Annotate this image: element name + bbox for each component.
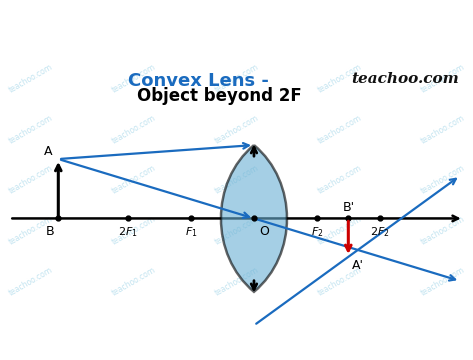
- Text: A: A: [44, 145, 53, 158]
- Text: teachoo.com: teachoo.com: [110, 164, 157, 196]
- Text: teachoo.com: teachoo.com: [110, 113, 157, 145]
- Text: teachoo.com: teachoo.com: [316, 63, 363, 95]
- Text: O: O: [260, 225, 270, 238]
- Text: teachoo.com: teachoo.com: [213, 113, 260, 145]
- Text: B': B': [342, 201, 354, 214]
- Text: teachoo.com: teachoo.com: [316, 265, 363, 297]
- Text: teachoo.com: teachoo.com: [419, 265, 466, 297]
- Text: teachoo.com: teachoo.com: [213, 164, 260, 196]
- Text: $F_2$: $F_2$: [311, 225, 323, 239]
- Text: A': A': [352, 259, 364, 272]
- Text: teachoo.com: teachoo.com: [110, 63, 157, 95]
- Text: teachoo.com: teachoo.com: [351, 72, 459, 86]
- Text: Object beyond 2F: Object beyond 2F: [137, 87, 301, 105]
- Text: teachoo.com: teachoo.com: [7, 215, 54, 247]
- Text: teachoo.com: teachoo.com: [213, 215, 260, 247]
- Text: teachoo.com: teachoo.com: [110, 265, 157, 297]
- Text: teachoo.com: teachoo.com: [7, 164, 54, 196]
- Text: teachoo.com: teachoo.com: [213, 63, 260, 95]
- Text: teachoo.com: teachoo.com: [7, 63, 54, 95]
- Text: $2F_2$: $2F_2$: [370, 225, 390, 239]
- Text: teachoo.com: teachoo.com: [419, 63, 466, 95]
- Text: teachoo.com: teachoo.com: [316, 215, 363, 247]
- Text: teachoo.com: teachoo.com: [419, 113, 466, 145]
- Text: $2F_1$: $2F_1$: [118, 225, 138, 239]
- Text: teachoo.com: teachoo.com: [316, 113, 363, 145]
- Text: teachoo.com: teachoo.com: [7, 265, 54, 297]
- Text: teachoo.com: teachoo.com: [419, 164, 466, 196]
- Text: teachoo.com: teachoo.com: [213, 265, 260, 297]
- Text: teachoo.com: teachoo.com: [419, 215, 466, 247]
- Text: B: B: [46, 225, 55, 238]
- Text: $F_1$: $F_1$: [185, 225, 197, 239]
- Text: teachoo.com: teachoo.com: [316, 164, 363, 196]
- Text: Convex Lens -: Convex Lens -: [128, 72, 269, 90]
- PathPatch shape: [221, 145, 287, 292]
- Text: teachoo.com: teachoo.com: [7, 113, 54, 145]
- Text: teachoo.com: teachoo.com: [110, 215, 157, 247]
